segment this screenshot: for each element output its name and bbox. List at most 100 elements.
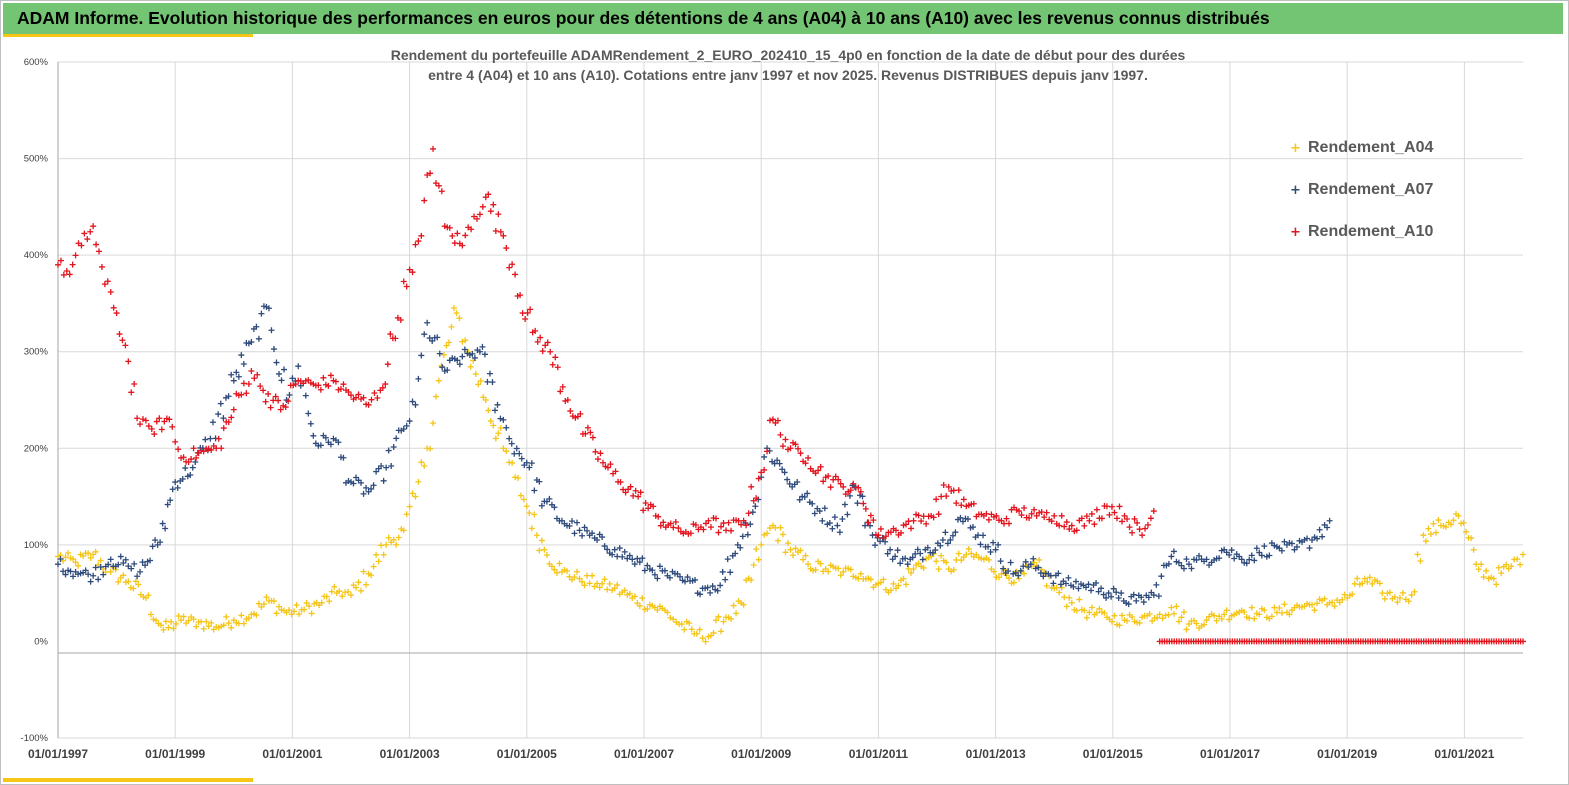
data-point (509, 459, 516, 466)
data-point (820, 478, 827, 485)
data-point (162, 525, 169, 532)
data-point (769, 416, 776, 423)
data-point (322, 434, 329, 441)
data-point (122, 342, 129, 349)
data-point (90, 223, 97, 230)
data-point (1442, 523, 1449, 530)
data-point (368, 572, 375, 579)
data-point (339, 593, 346, 600)
data-point (82, 567, 89, 574)
data-point (207, 435, 214, 442)
data-point (116, 331, 123, 338)
data-point (812, 566, 819, 573)
legend-marker-icon: + (1290, 225, 1301, 240)
data-point (1155, 593, 1162, 600)
data-point (894, 547, 901, 554)
data-point (938, 493, 945, 500)
data-point (599, 580, 606, 587)
data-point (427, 170, 434, 177)
data-point (1129, 614, 1136, 621)
data-point (145, 423, 152, 430)
data-point (720, 618, 727, 625)
data-point (574, 568, 581, 575)
data-point (829, 525, 836, 532)
data-point (612, 468, 619, 475)
data-point (1048, 584, 1055, 591)
data-point (940, 481, 947, 488)
data-point (520, 496, 527, 503)
data-point (859, 493, 866, 500)
data-point (920, 513, 927, 520)
x-tick-label: 01/01/2007 (614, 747, 674, 761)
data-point (673, 619, 680, 626)
data-point (461, 346, 468, 353)
legend-label: Rendement_A10 (1308, 223, 1433, 240)
data-point (440, 351, 447, 358)
data-point (574, 519, 581, 526)
data-point (614, 553, 621, 560)
data-point (715, 529, 722, 536)
data-point (965, 545, 972, 552)
data-point (905, 565, 912, 572)
data-point (328, 588, 335, 595)
data-point (536, 478, 543, 485)
data-point (867, 522, 874, 529)
data-point (255, 600, 262, 607)
data-point (551, 504, 558, 511)
data-point (179, 475, 186, 482)
data-point (782, 549, 789, 556)
data-point (704, 584, 711, 591)
data-point (1248, 604, 1255, 611)
data-point (87, 228, 94, 235)
data-point (607, 461, 614, 468)
data-point (681, 626, 688, 633)
data-point (1329, 599, 1336, 606)
data-point (684, 574, 691, 581)
data-point (1366, 574, 1373, 581)
data-point (1170, 610, 1177, 617)
data-point (1119, 518, 1126, 525)
data-point (495, 211, 502, 218)
data-point (1098, 515, 1105, 522)
data-point (512, 474, 519, 481)
data-point (656, 563, 663, 570)
data-point (1478, 561, 1485, 568)
data-point (217, 400, 224, 407)
data-point (479, 343, 486, 350)
data-point (230, 377, 237, 384)
data-point (1081, 522, 1088, 529)
data-point (958, 557, 965, 564)
data-point (233, 369, 240, 376)
data-point (1228, 547, 1235, 554)
x-tick-label: 01/01/2011 (849, 747, 909, 761)
data-point (1339, 596, 1346, 603)
data-point (454, 230, 461, 237)
data-point (707, 589, 714, 596)
data-point (1068, 599, 1075, 606)
data-point (378, 542, 385, 549)
data-point (755, 556, 762, 563)
data-point (1021, 505, 1028, 512)
data-point (1063, 603, 1070, 610)
data-point (517, 292, 524, 299)
data-point (198, 618, 205, 625)
data-point (755, 475, 762, 482)
data-point (857, 570, 864, 577)
data-point (1505, 565, 1512, 572)
data-point (566, 522, 573, 529)
data-point (392, 335, 399, 342)
data-point (62, 571, 69, 578)
data-point (208, 446, 215, 453)
data-point (903, 581, 910, 588)
x-tick-label: 01/01/2001 (262, 747, 322, 761)
data-point (305, 410, 312, 417)
data-point (490, 422, 497, 429)
data-point (872, 542, 879, 549)
data-point (969, 524, 976, 531)
data-point (1031, 506, 1038, 513)
data-point (776, 460, 783, 467)
data-point (248, 368, 255, 375)
data-point (615, 478, 622, 485)
data-point (245, 380, 252, 387)
data-point (397, 317, 404, 324)
